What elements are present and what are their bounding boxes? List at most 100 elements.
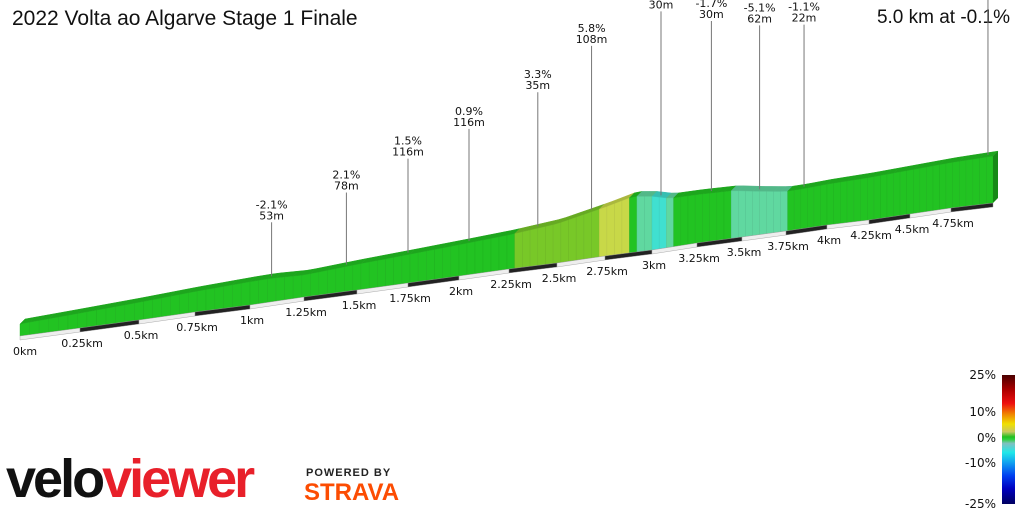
distance-axis-segment: [950, 202, 994, 213]
logo-velo: velo: [6, 449, 105, 509]
profile-side-segment: [680, 195, 689, 246]
profile-side-segment: [614, 200, 623, 256]
profile-side-segment: [599, 206, 608, 258]
profile-side-segment: [766, 191, 774, 234]
profile-side-segment: [826, 182, 834, 226]
profile-side-segment: [179, 292, 189, 315]
veloviewer-logo[interactable]: veloviewer: [6, 449, 255, 509]
legend-label-25: 25%: [969, 368, 996, 382]
profile-side-segment: [196, 289, 207, 312]
profile-side-segment: [48, 316, 59, 333]
profile-side-segment: [214, 286, 224, 310]
profile-side-segment: [939, 163, 947, 210]
profile-side-segment: [716, 191, 725, 241]
legend-label-minus10: -10%: [964, 456, 996, 470]
profile-side-segment: [800, 187, 808, 230]
profile-side-segment: [258, 278, 268, 304]
profile-side-segment: [152, 297, 162, 319]
profile-side-segment: [965, 159, 974, 207]
profile-side-segment: [629, 196, 638, 254]
profile-side-segment: [240, 281, 251, 307]
profile-side-segment: [205, 287, 216, 311]
annotation-length: 62m: [747, 12, 772, 25]
profile-side-segment: [709, 192, 717, 242]
profile-side-segment: [723, 190, 732, 240]
profile-side-segment: [335, 266, 345, 294]
x-tick-label: 3.5km: [727, 246, 762, 259]
x-tick-label: 1.25km: [285, 306, 327, 319]
profile-side-segment: [124, 303, 135, 323]
profile-side-segment: [344, 265, 353, 292]
annotation-length: 22m: [792, 12, 817, 25]
legend-label-minus25: -25%: [964, 497, 996, 511]
profile-end-cap: [993, 151, 998, 203]
profile-side-segment: [846, 179, 855, 223]
profile-side-segment: [591, 208, 600, 259]
legend-label-0: 0%: [976, 431, 996, 445]
profile-side-segment: [267, 277, 277, 303]
profile-side-segment: [880, 174, 888, 219]
profile-side-segment: [249, 280, 259, 306]
profile-side-segment: [393, 255, 403, 286]
chart-title: 2022 Volta ao Algarve Stage 1 Finale: [12, 7, 358, 30]
profile-side-segment: [972, 157, 980, 206]
x-tick-label: 0.25km: [61, 337, 103, 350]
profile-side-segment: [860, 177, 868, 222]
profile-side-segment: [360, 261, 370, 290]
x-tick-label: 0.5km: [124, 329, 159, 342]
x-tick-label: 4km: [817, 234, 841, 247]
profile-side-segment: [58, 315, 69, 332]
profile-side-segment: [188, 290, 198, 314]
profile-side-segment: [77, 311, 88, 329]
x-tick-label: 3.25km: [678, 252, 720, 265]
logo-viewer: viewer: [102, 449, 255, 509]
annotation-gradient: 1.5%: [394, 135, 422, 148]
profile-side-segment: [644, 196, 653, 252]
profile-side-segment: [490, 236, 500, 272]
profile-side-segment: [794, 188, 801, 231]
profile-side-segment: [67, 313, 78, 330]
profile-side-segment: [932, 164, 940, 211]
profile-side-segment: [576, 214, 585, 261]
profile-side-segment: [318, 270, 328, 296]
annotation-length: 116m: [392, 146, 424, 159]
profile-side-segment: [873, 175, 881, 220]
strava-logo[interactable]: STRAVA: [304, 479, 400, 506]
profile-side-segment: [482, 238, 492, 273]
profile-side-segment: [621, 197, 630, 255]
profile-side-segment: [418, 250, 427, 282]
profile-side-segment: [673, 196, 681, 247]
profile-side-segment: [886, 172, 894, 218]
profile-side-segment: [409, 252, 419, 283]
annotation-length: 78m: [334, 180, 359, 193]
annotation-length: 53m: [259, 209, 284, 222]
profile-side-segment: [906, 169, 914, 215]
x-tick-label: 0km: [13, 345, 37, 358]
profile-side-segment: [780, 191, 788, 232]
profile-side-segment: [926, 165, 934, 212]
profile-side-segment: [552, 222, 562, 264]
profile-side-segment: [702, 193, 710, 243]
profile-side-segment: [19, 322, 30, 337]
annotation-gradient: 5.8%: [578, 22, 606, 35]
profile-side-segment: [223, 284, 233, 309]
x-tick-label: 4.25km: [850, 229, 892, 242]
profile-side-segment: [560, 219, 569, 263]
profile-side-segment: [143, 299, 153, 320]
profile-side-segment: [568, 216, 577, 262]
profile-side-segment: [986, 155, 994, 205]
profile-side-segment: [952, 161, 960, 209]
x-tick-label: 1.75km: [389, 292, 431, 305]
annotation-gradient: 2.1%: [332, 169, 360, 182]
x-tick-label: 2km: [449, 285, 473, 298]
annotation-gradient: -1.1%: [788, 1, 820, 14]
profile-side-segment: [232, 283, 242, 308]
x-tick-label: 2.75km: [586, 265, 628, 278]
profile-side-segment: [105, 306, 116, 325]
profile-side-segment: [787, 189, 795, 231]
profile-side-segment: [506, 233, 515, 270]
profile-side-segment: [659, 196, 667, 250]
profile-side-segment: [840, 180, 848, 224]
annotation-length: 35m: [525, 79, 550, 92]
